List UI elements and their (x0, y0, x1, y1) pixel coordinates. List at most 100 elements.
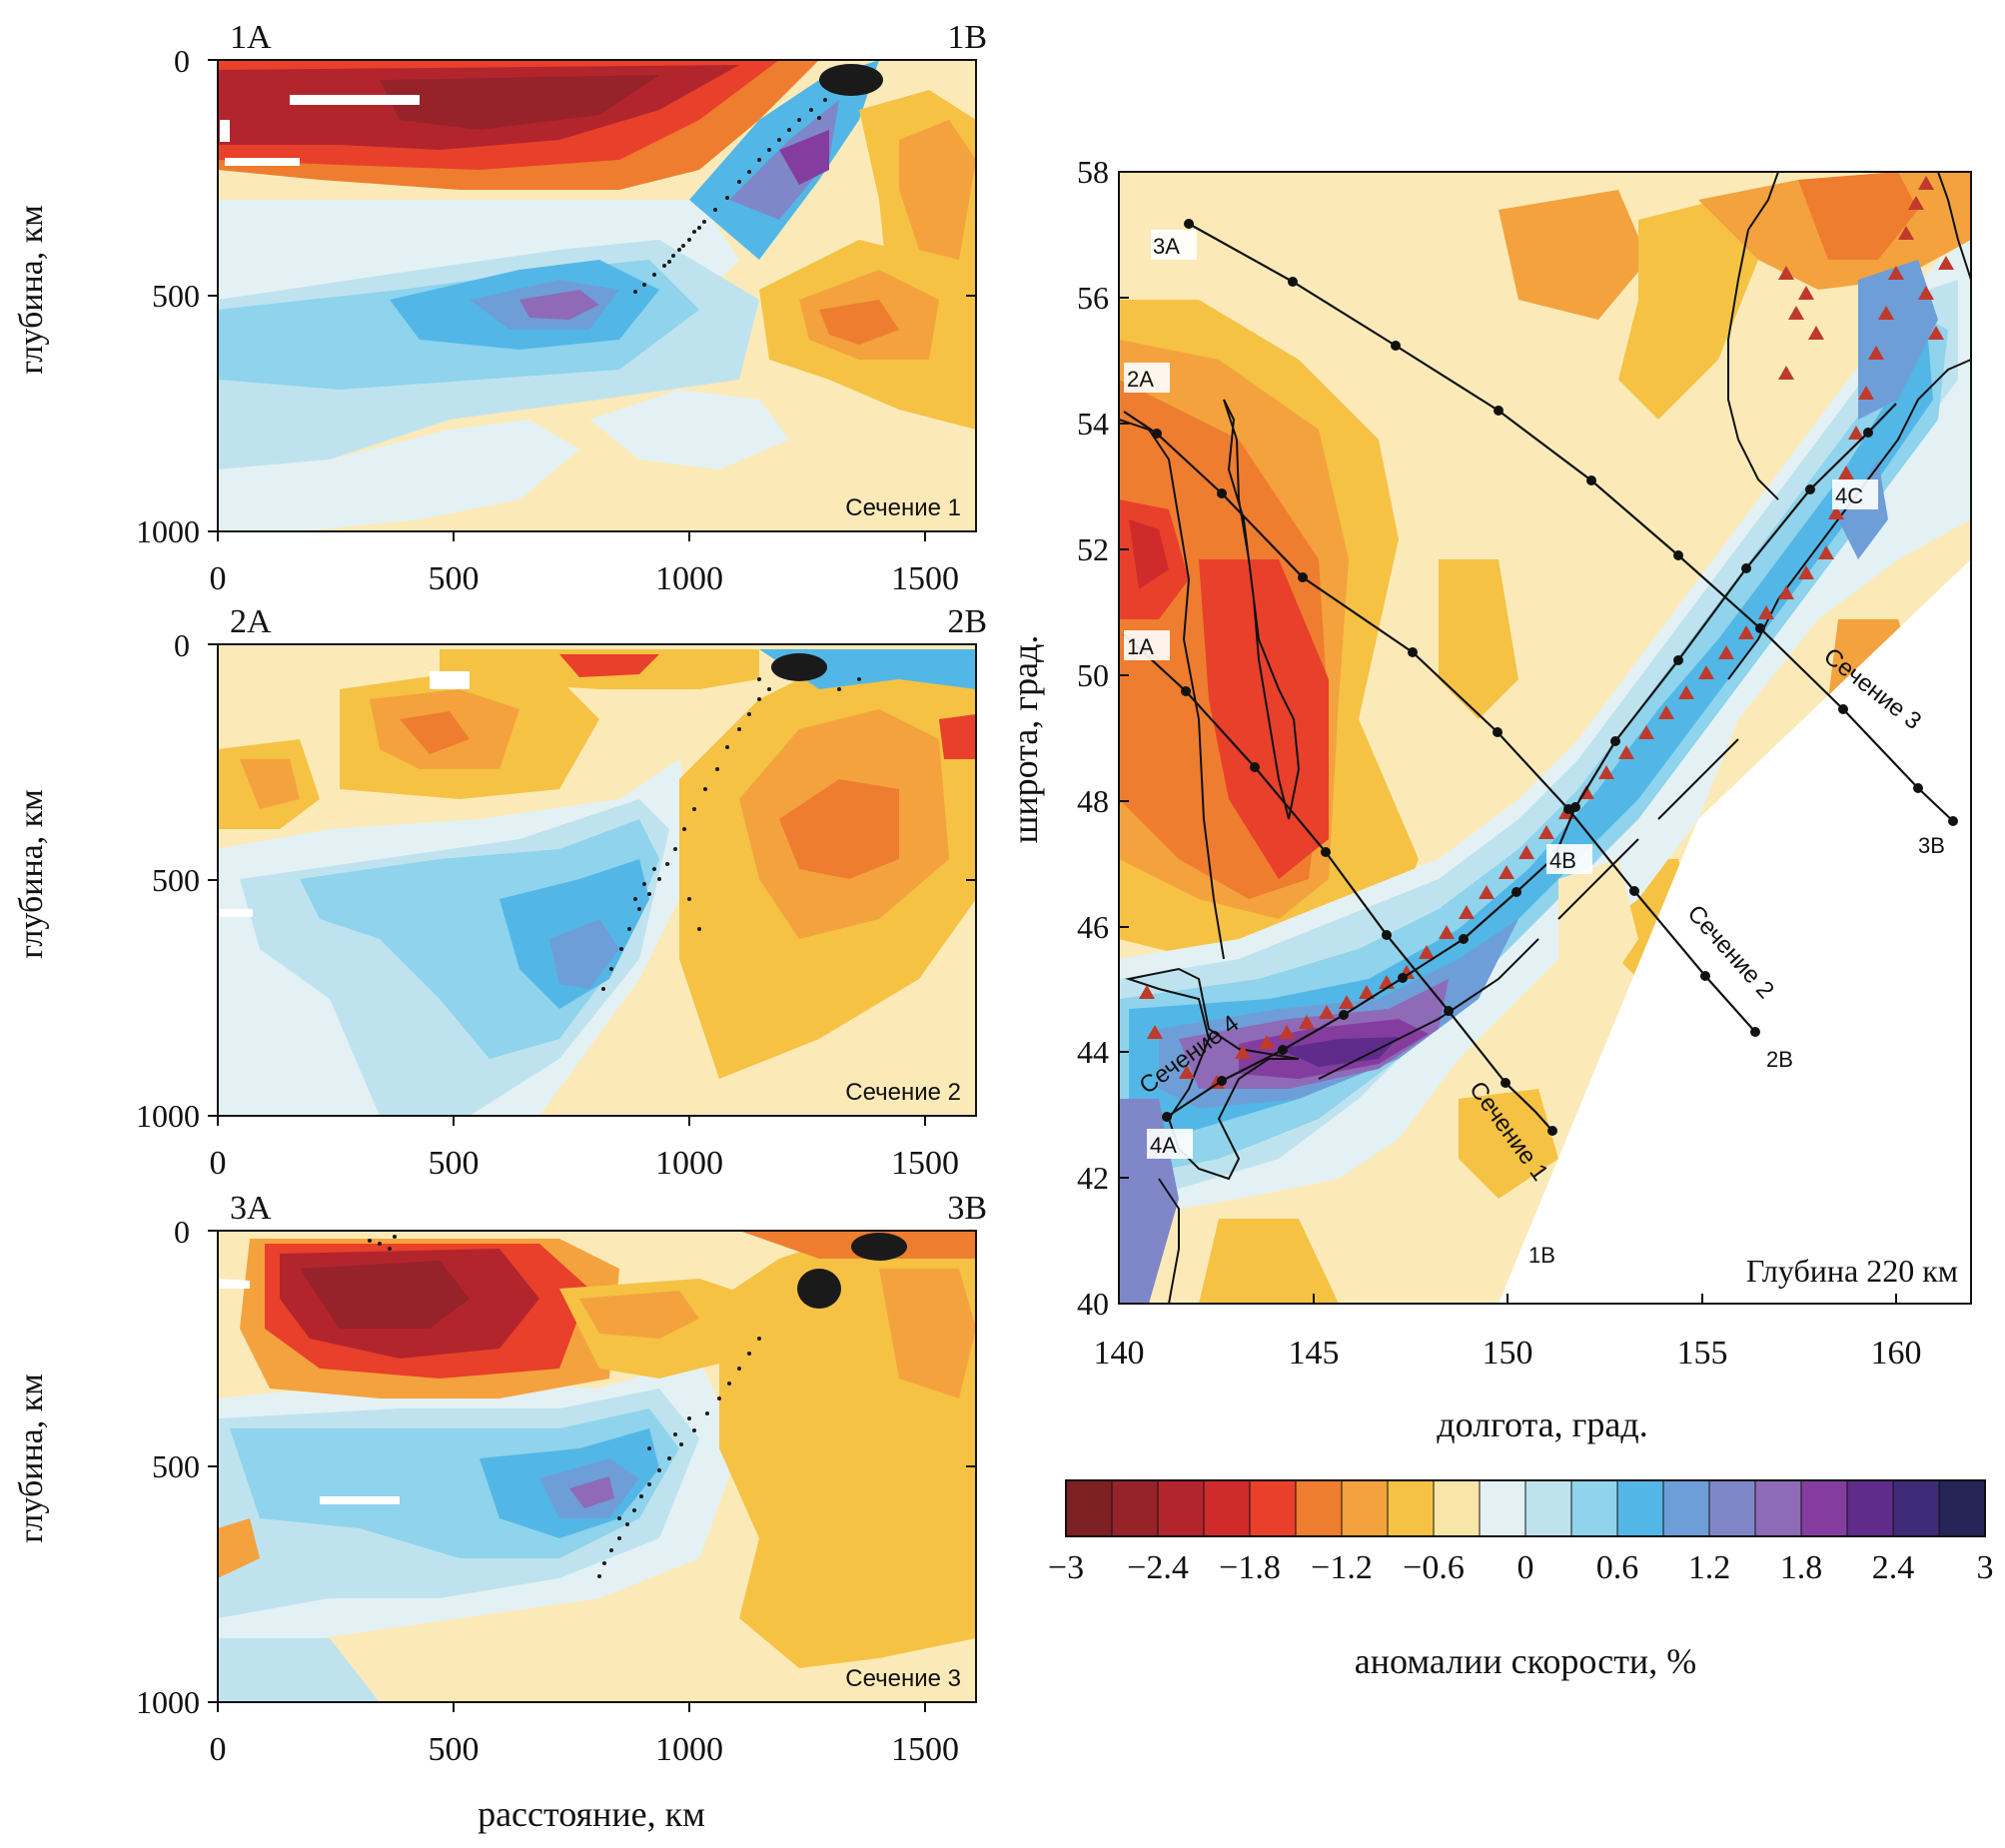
map-ticks (1118, 171, 1897, 1305)
section-3-caption: Сечение 3 (845, 1665, 961, 1692)
section-2-panel: 2А 2В Сечение 2 0 500 1000 0 500 1000 15… (13, 603, 987, 1182)
section-3-start-label: 3А (230, 1190, 272, 1227)
section-2-xtick: 1500 (891, 1145, 959, 1182)
colorbar-swatch (1570, 1479, 1618, 1537)
colorbar-swatch (1387, 1479, 1435, 1537)
profile-4-end-label: 4С (1835, 483, 1863, 508)
colorbar-tick-label: 0 (1517, 1549, 1534, 1586)
section-1-caption: Сечение 1 (845, 494, 961, 521)
section-3-hypocenters (368, 1233, 907, 1578)
section-3-ytick: 500 (152, 1448, 200, 1484)
section-2-ytick: 500 (152, 862, 200, 898)
lon-tick: 155 (1677, 1335, 1728, 1372)
section-2-end-label: 2В (947, 603, 987, 640)
lat-tick: 44 (1077, 1034, 1109, 1070)
distance-axis-label: расстояние, км (478, 1794, 705, 1834)
colorbar-tick-label: −1.8 (1219, 1549, 1281, 1586)
colorbar-ticks: −3 −2.4 −1.8 −1.2 −0.6 0 0.6 1.2 1.8 2.4 3 (1048, 1549, 1994, 1586)
section-2-ytick: 0 (174, 627, 190, 663)
colorbar-tick-label: −0.6 (1403, 1549, 1465, 1586)
section-1-hypocenters (633, 64, 883, 294)
lat-tick: 54 (1077, 406, 1109, 442)
section-3-xtick: 1500 (891, 1731, 959, 1768)
lat-tick: 48 (1077, 783, 1109, 819)
section-3-xtick: 0 (210, 1731, 227, 1768)
lon-tick: 140 (1094, 1335, 1145, 1372)
colorbar-swatch (1754, 1479, 1802, 1537)
profile-2-end-label: 2В (1766, 1047, 1793, 1072)
colorbar-tick-label: 2.4 (1872, 1549, 1915, 1586)
map-depth-label: Глубина 220 км (1746, 1253, 1958, 1289)
section-1-xtick: 1000 (655, 560, 723, 597)
lat-tick: 58 (1077, 154, 1109, 190)
section-2-field (218, 644, 976, 1116)
section-1-xtick: 0 (210, 560, 227, 597)
section-1-ylabel: глубина, км (13, 205, 50, 375)
colorbar-swatch (1157, 1479, 1205, 1537)
colorbar-swatch (1479, 1479, 1526, 1537)
section-3-ytick: 1000 (136, 1684, 200, 1720)
lat-tick: 46 (1077, 909, 1109, 945)
lat-tick: 40 (1077, 1286, 1109, 1322)
section-1-start-label: 1А (230, 19, 272, 56)
profile-1-start-label: 1А (1127, 634, 1154, 659)
profile-2-start-label: 2А (1127, 367, 1154, 392)
section-3-xtick: 500 (429, 1731, 480, 1768)
section-3-field (218, 1231, 976, 1702)
profile-3-end-label: 3В (1918, 833, 1945, 858)
colorbar-swatch (1800, 1479, 1848, 1537)
colorbar: −3 −2.4 −1.8 −1.2 −0.6 0 0.6 1.2 1.8 2.4 3 аномали… (1048, 1479, 1994, 1681)
lon-tick: 145 (1289, 1335, 1340, 1372)
section-3-panel: 3А 3В Сечение 3 0 500 1000 0 500 1000 15… (13, 1190, 987, 1834)
section-1-end-label: 1В (947, 19, 987, 56)
colorbar-swatch (1662, 1479, 1710, 1537)
colorbar-swatch (1111, 1479, 1159, 1537)
lon-tick: 150 (1483, 1335, 1533, 1372)
section-1-ytick: 0 (174, 43, 190, 79)
colorbar-tick-label: 0.6 (1596, 1549, 1639, 1586)
colorbar-frame (1065, 1479, 1986, 1537)
colorbar-swatch (1938, 1479, 1986, 1537)
section-1-panel: 1А 1В Сечение 1 0 500 1000 0 500 1000 15… (13, 19, 987, 597)
section-2-xtick: 1000 (655, 1145, 723, 1182)
lat-tick: 42 (1077, 1160, 1109, 1196)
colorbar-tick-label: 3 (1977, 1549, 1994, 1586)
latitude-axis-label: широта, град. (1005, 635, 1045, 844)
section-1-xtick: 1500 (891, 560, 959, 597)
colorbar-swatch (1892, 1479, 1940, 1537)
section-1-ytick: 500 (152, 278, 200, 314)
section-2-hypocenters (601, 653, 861, 991)
colorbar-swatch (1524, 1479, 1572, 1537)
colorbar-swatch (1616, 1479, 1664, 1537)
section-2-ticks (208, 643, 976, 1126)
colorbar-swatch (1341, 1479, 1389, 1537)
profile-3-start-label: 3А (1153, 234, 1180, 259)
map-field (1119, 172, 1971, 1304)
longitude-axis-label: долгота, град. (1437, 1404, 1647, 1444)
colorbar-swatch (1249, 1479, 1297, 1537)
lon-tick: 160 (1871, 1335, 1922, 1372)
colorbar-swatch (1708, 1479, 1756, 1537)
section-1-xtick: 500 (429, 560, 480, 597)
section-1-ticks (208, 59, 976, 541)
colorbar-swatch (1203, 1479, 1251, 1537)
section-3-ylabel: глубина, км (13, 1374, 50, 1543)
section-3-end-label: 3В (947, 1190, 987, 1227)
colorbar-tick-label: −1.2 (1311, 1549, 1373, 1586)
profile-4-start-label: 4А (1150, 1133, 1177, 1158)
colorbar-swatch (1065, 1479, 1113, 1537)
profile-4-mid-label: 4В (1549, 848, 1576, 873)
colorbar-label: аномалии скорости, % (1355, 1641, 1696, 1681)
lat-tick: 56 (1077, 280, 1109, 316)
map-profile-nodes (1152, 219, 1958, 1136)
section-1-field (218, 60, 976, 531)
section-2-xtick: 0 (210, 1145, 227, 1182)
colorbar-swatch (1295, 1479, 1343, 1537)
lat-tick: 50 (1077, 657, 1109, 693)
section-3-ticks (208, 1230, 976, 1712)
colorbar-tick-label: 1.8 (1780, 1549, 1823, 1586)
colorbar-swatch (1433, 1479, 1481, 1537)
section-2-ytick: 1000 (136, 1098, 200, 1134)
section-2-start-label: 2А (230, 603, 272, 640)
